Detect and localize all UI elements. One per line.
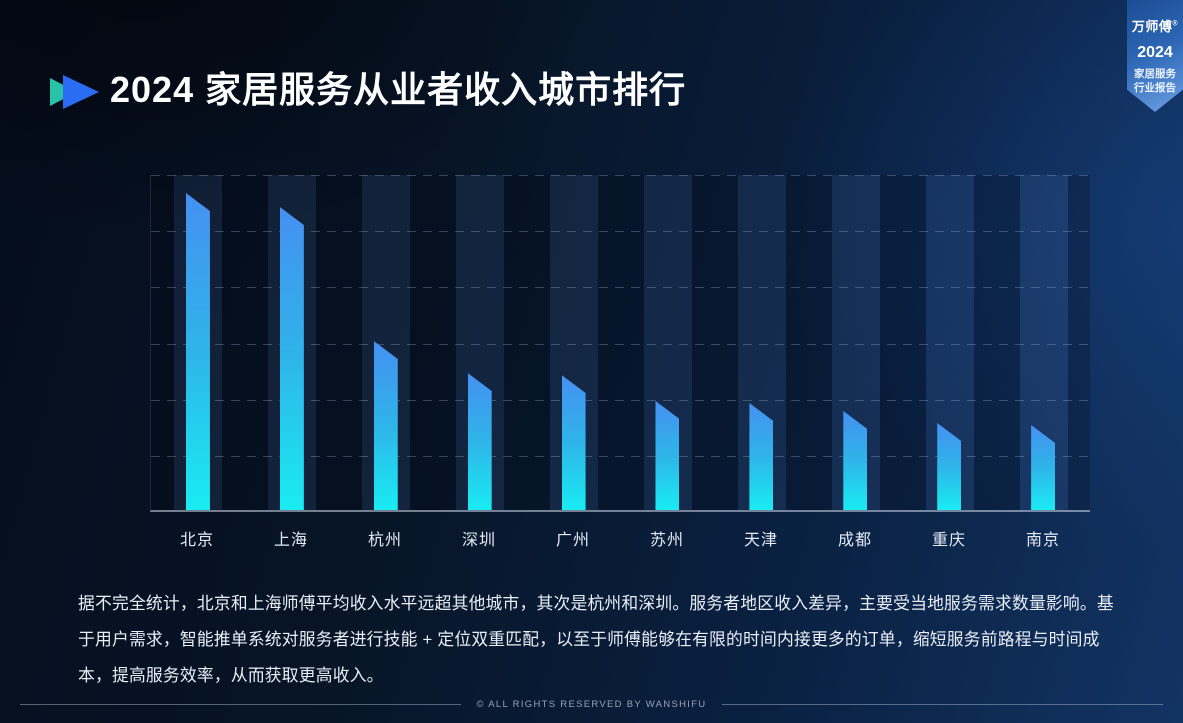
x-axis-label: 重庆	[931, 532, 966, 549]
x-axis-label: 苏州	[649, 532, 684, 549]
gridline	[151, 400, 1090, 401]
x-axis-label: 杭州	[367, 532, 402, 549]
bar-深圳	[467, 373, 492, 510]
bar-南京	[1031, 425, 1056, 510]
description-line: 于用户需求，智能推单系统对服务者进行技能 + 定位双重匹配，以至于师傅能够在有限…	[78, 630, 1100, 649]
x-axis-label: 广州	[555, 532, 590, 549]
bar-slot	[621, 175, 715, 510]
gridline	[151, 231, 1090, 232]
bar-slot	[996, 175, 1090, 510]
bar-slot	[339, 175, 433, 510]
report-ribbon: 万师傅® 2024 家居服务 行业报告	[1127, 0, 1183, 112]
gridline	[151, 344, 1090, 345]
bar-北京	[185, 193, 210, 510]
bar-杭州	[373, 341, 398, 510]
gridline	[151, 287, 1090, 288]
double-play-arrow-icon	[50, 75, 99, 109]
x-axis-label: 深圳	[461, 532, 496, 549]
page-title: 2024 家居服务从业者收入城市排行	[110, 69, 687, 110]
x-axis-label: 成都	[837, 532, 872, 549]
bar-slot	[151, 175, 245, 510]
bar-苏州	[655, 401, 680, 510]
copyright-text: © ALL RIGHTS RESERVED BY WANSHIFU	[476, 699, 707, 710]
footer: © ALL RIGHTS RESERVED BY WANSHIFU	[20, 699, 1164, 710]
ribbon-year: 2024	[1137, 44, 1173, 61]
bar-slot	[527, 175, 621, 510]
ribbon-line2: 行业报告	[1134, 82, 1176, 94]
description-line: 据不完全统计，北京和上海师傅平均收入水平远超其他城市，其次是杭州和深圳。服务者地…	[78, 594, 1114, 613]
gridline	[151, 456, 1090, 457]
registered-mark: ®	[1172, 20, 1179, 28]
bar-成都	[843, 411, 868, 510]
bar-slot	[902, 175, 996, 510]
bar-slot	[433, 175, 527, 510]
bar-重庆	[937, 423, 962, 510]
ribbon-brand: 万师傅®	[1131, 19, 1179, 34]
description-line: 本，提高服务效率，从而获取更高收入。	[78, 666, 384, 685]
chart-description: 据不完全统计，北京和上海师傅平均收入水平远超其他城市，其次是杭州和深圳。服务者地…	[78, 586, 1123, 694]
bar-slot	[245, 175, 339, 510]
x-axis-labels: 北京 上海 杭州 深圳 广州 苏州 天津 成都 重庆 南京	[150, 526, 1090, 550]
x-axis-label: 上海	[273, 532, 308, 549]
ribbon-line1: 家居服务	[1134, 68, 1176, 80]
bar-slot	[714, 175, 808, 510]
x-axis-label: 天津	[743, 532, 778, 549]
bar-天津	[749, 403, 774, 510]
gridline	[151, 175, 1090, 176]
bars-row	[151, 175, 1090, 510]
footer-divider-left	[20, 704, 461, 705]
bar-上海	[279, 207, 304, 510]
bar-slot	[808, 175, 902, 510]
x-axis-label: 南京	[1025, 532, 1060, 549]
bar-广州	[561, 375, 586, 510]
title-row: 2024 家居服务从业者收入城市排行	[50, 70, 686, 110]
footer-divider-right	[722, 704, 1164, 705]
x-axis-label: 北京	[179, 532, 214, 549]
bar-chart-plot-area	[150, 175, 1090, 512]
